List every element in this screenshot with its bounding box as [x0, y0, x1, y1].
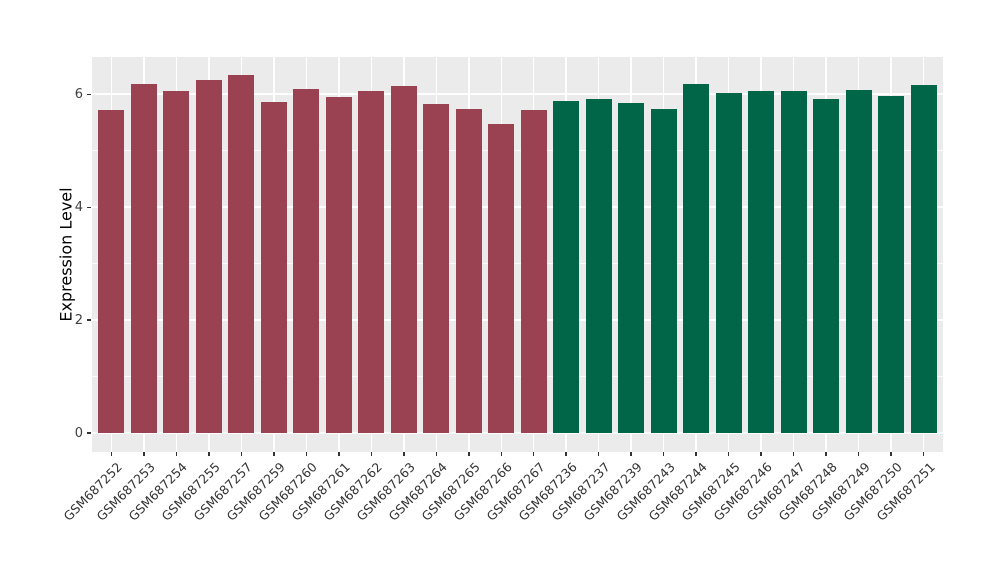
gridline-major-horizontal — [92, 93, 943, 96]
x-tick-mark — [468, 452, 470, 456]
bar-GSM687259 — [260, 102, 287, 434]
x-tick-mark — [435, 452, 438, 456]
y-tick-mark — [87, 432, 91, 434]
x-tick-mark — [825, 452, 827, 456]
gridline-major-horizontal — [92, 319, 943, 322]
x-tick-mark — [890, 452, 892, 456]
bar-GSM687264 — [423, 104, 450, 434]
y-tick-label: 2 — [74, 312, 83, 328]
x-tick-mark — [695, 452, 697, 456]
y-tick-label: 6 — [74, 86, 83, 102]
x-tick-mark — [857, 452, 860, 456]
y-tick-mark — [87, 206, 91, 208]
gridline-major-horizontal — [92, 206, 943, 209]
x-tick-mark — [305, 452, 308, 456]
bar-GSM687267 — [520, 110, 547, 434]
bar-GSM687254 — [163, 90, 190, 434]
bar-GSM687260 — [293, 89, 320, 434]
y-tick-label: 0 — [74, 425, 83, 441]
bar-GSM687237 — [585, 98, 612, 434]
bar-GSM687250 — [878, 95, 905, 434]
bar-GSM687239 — [618, 103, 645, 434]
bar-GSM687251 — [910, 85, 937, 434]
bar-GSM687252 — [98, 110, 125, 434]
x-tick-mark — [630, 452, 632, 456]
x-tick-mark — [532, 452, 535, 456]
gridline-minor-horizontal — [92, 376, 943, 378]
bar-GSM687243 — [650, 108, 677, 434]
gridline-major-horizontal — [92, 432, 943, 435]
x-tick-mark — [662, 452, 665, 456]
bar-GSM687246 — [748, 91, 775, 434]
bar-GSM687248 — [813, 99, 840, 434]
x-tick-mark — [565, 452, 567, 456]
x-tick-mark — [597, 452, 600, 456]
x-tick-mark — [403, 452, 405, 456]
bar-GSM687262 — [358, 90, 385, 434]
bar-GSM687257 — [228, 74, 255, 434]
gridline-minor-horizontal — [92, 263, 943, 265]
x-tick-mark — [143, 452, 145, 456]
x-tick-mark — [500, 452, 502, 456]
gridline-minor-horizontal — [92, 150, 943, 152]
y-tick-mark — [87, 319, 91, 321]
x-tick-mark — [175, 452, 178, 456]
bar-GSM687253 — [130, 84, 157, 434]
x-tick-mark — [240, 452, 243, 456]
bar-GSM687245 — [715, 92, 742, 434]
y-tick-mark — [87, 93, 91, 96]
bar-GSM687263 — [390, 85, 417, 434]
x-tick-mark — [922, 452, 925, 456]
bar-GSM687236 — [553, 101, 580, 434]
bar-GSM687261 — [325, 97, 352, 434]
x-tick-mark — [110, 452, 113, 456]
x-tick-mark — [727, 452, 730, 456]
bar-GSM687249 — [845, 90, 872, 434]
x-tick-mark — [792, 452, 795, 456]
x-tick-mark — [338, 452, 340, 456]
bar-GSM687266 — [488, 124, 515, 434]
bar-GSM687244 — [683, 84, 710, 434]
x-tick-mark — [208, 452, 210, 456]
bar-GSM687247 — [780, 91, 807, 434]
bar-GSM687255 — [195, 80, 222, 434]
x-tick-mark — [760, 452, 762, 456]
x-tick-mark — [370, 452, 373, 456]
x-tick-mark — [273, 452, 275, 456]
bar-GSM687265 — [455, 108, 482, 434]
y-tick-label: 4 — [74, 199, 83, 215]
